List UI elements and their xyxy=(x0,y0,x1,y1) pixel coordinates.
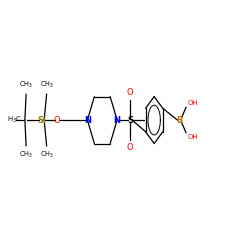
Text: Si: Si xyxy=(38,116,47,124)
Text: N: N xyxy=(84,116,91,124)
Text: CH$_3$: CH$_3$ xyxy=(19,80,33,90)
Text: S: S xyxy=(127,116,133,124)
Text: CH$_3$: CH$_3$ xyxy=(40,150,54,160)
Text: B: B xyxy=(176,116,182,124)
Text: OH: OH xyxy=(187,100,198,106)
Text: H$_3$C: H$_3$C xyxy=(7,115,22,125)
Text: O: O xyxy=(127,143,133,152)
Text: N: N xyxy=(114,116,120,124)
Text: O: O xyxy=(54,116,60,124)
Text: O: O xyxy=(127,88,133,97)
Text: OH: OH xyxy=(187,134,198,140)
Text: CH$_3$: CH$_3$ xyxy=(40,80,54,90)
Text: CH$_3$: CH$_3$ xyxy=(19,150,33,160)
